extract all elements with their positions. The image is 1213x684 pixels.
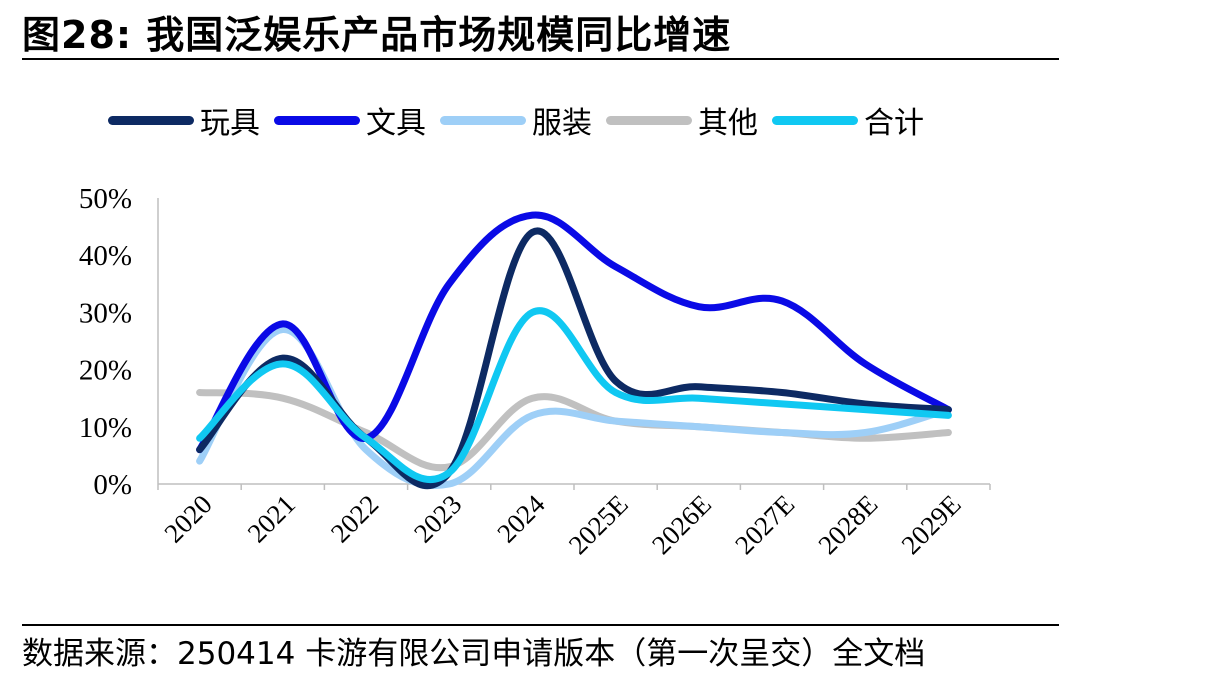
chart-series-lines xyxy=(196,211,952,490)
legend-item: 玩具 xyxy=(108,98,260,142)
legend-label: 其他 xyxy=(698,106,758,141)
x-tick-label: 2025E xyxy=(563,489,634,560)
legend-label: 服装 xyxy=(532,106,592,141)
y-tick-label: 0% xyxy=(93,469,132,501)
legend-item: 合计 xyxy=(772,98,924,142)
legend-swatch xyxy=(274,115,360,125)
figure-title: 图28: 我国泛娱乐产品市场规模同比增速 xyxy=(22,13,732,57)
source-rule xyxy=(22,624,1059,626)
y-tick-label: 10% xyxy=(79,412,132,444)
x-tick-label: 2023 xyxy=(408,489,467,548)
title-rule xyxy=(22,58,1059,60)
legend-label: 合计 xyxy=(864,106,924,141)
legend-swatch xyxy=(606,115,692,125)
x-tick-label: 2020 xyxy=(158,489,217,548)
x-axis-ticks: 2020 2021 2022 2023 2024 2025E 2026E 2027E 2028E… xyxy=(158,489,966,560)
legend-item: 其他 xyxy=(606,98,758,142)
y-tick-label: 20% xyxy=(79,355,132,387)
x-tick-label: 2026E xyxy=(646,489,717,560)
y-tick-label: 50% xyxy=(79,183,132,215)
source-note: 数据来源：250414 卡游有限公司申请版本（第一次呈交）全文档 xyxy=(22,636,926,672)
x-tick-label: 2022 xyxy=(325,489,384,548)
series-line-文具 xyxy=(196,211,952,454)
x-tick-label: 2024 xyxy=(491,489,551,549)
legend-swatch xyxy=(772,115,858,125)
legend-label: 文具 xyxy=(366,106,426,141)
y-axis-ticks: 0% 10% 20% 30% 40% 50% xyxy=(79,183,132,501)
legend-item: 文具 xyxy=(274,98,426,142)
chart-axes xyxy=(157,198,991,490)
legend-swatch xyxy=(440,115,526,125)
x-tick-label: 2029E xyxy=(896,489,967,560)
y-tick-label: 30% xyxy=(79,297,132,329)
x-tick-label: 2027E xyxy=(729,489,800,560)
x-tick-label: 2028E xyxy=(812,489,883,560)
series-line-其他 xyxy=(196,388,952,472)
legend-swatch xyxy=(108,115,194,125)
chart-legend: 玩具 文具 服装 其他 合计 xyxy=(108,98,938,142)
y-tick-label: 40% xyxy=(79,240,132,272)
legend-item: 服装 xyxy=(440,98,592,142)
legend-label: 玩具 xyxy=(200,106,260,141)
series-line-合计 xyxy=(196,307,952,483)
x-tick-label: 2021 xyxy=(242,489,301,548)
